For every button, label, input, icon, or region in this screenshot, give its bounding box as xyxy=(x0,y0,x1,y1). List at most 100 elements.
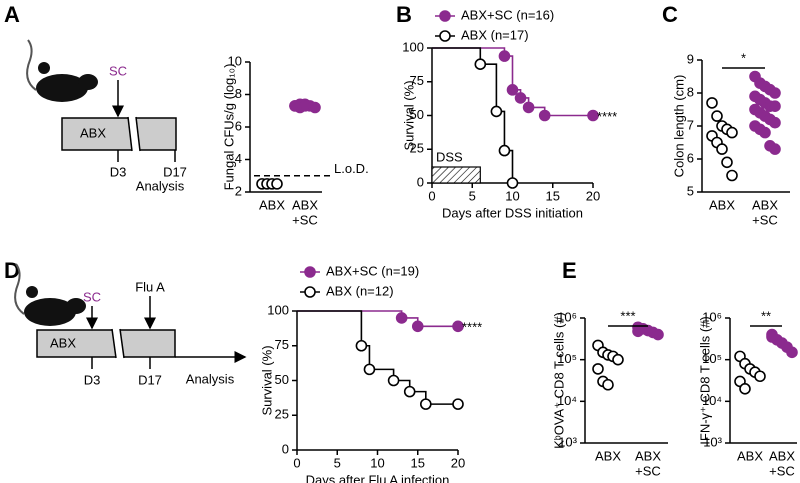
data-point xyxy=(769,143,781,155)
panel-letter: B xyxy=(396,2,412,27)
data-point xyxy=(726,126,738,139)
y-tick-label: 10⁵ xyxy=(557,351,577,366)
data-point xyxy=(769,100,781,112)
data-point xyxy=(739,382,751,395)
y-tick-label: 7 xyxy=(687,117,694,132)
break-line xyxy=(119,328,125,359)
data-point xyxy=(395,312,408,324)
data-point xyxy=(498,144,511,157)
data-point xyxy=(716,143,728,155)
x-tick-label: ABX xyxy=(635,448,661,463)
x-tick-label: 15 xyxy=(411,455,425,470)
significance: **** xyxy=(462,320,482,335)
data-point xyxy=(452,320,464,333)
y-tick-label: 10⁴ xyxy=(557,393,577,408)
y-tick-label: 50 xyxy=(410,107,424,122)
y-tick-label: 25 xyxy=(410,141,424,156)
y-tick-label: 10⁶ xyxy=(557,309,577,324)
data-point xyxy=(474,58,487,70)
y-tick-label: 25 xyxy=(275,407,289,422)
data-point xyxy=(363,363,376,376)
data-point xyxy=(587,109,599,122)
mouse-icon xyxy=(26,39,98,102)
y-tick-label: 6 xyxy=(235,118,242,133)
x-tick-label: 15 xyxy=(546,188,560,203)
x-tick-label: ABX xyxy=(292,197,318,212)
y-tick-label: 10 xyxy=(228,53,242,68)
x-tick-label: 10 xyxy=(505,188,519,203)
reference-label: L.o.D. xyxy=(334,161,369,176)
legend-label: ABX (n=12) xyxy=(326,283,394,298)
panel-letter: A xyxy=(4,2,20,27)
x-tick-label: +SC xyxy=(635,463,661,478)
y-axis-label: Survival (%) xyxy=(401,80,416,150)
day-label: D17 xyxy=(138,372,162,387)
x-tick-label: 5 xyxy=(334,455,341,470)
x-tick-label: ABX xyxy=(259,197,285,212)
legend-label: ABX (n=17) xyxy=(461,27,529,42)
x-tick-label: ABX xyxy=(737,448,763,463)
x-tick-label: 5 xyxy=(469,188,476,203)
x-tick-label: ABX xyxy=(769,448,795,463)
legend-label: ABX+SC (n=19) xyxy=(326,263,419,278)
significance: **** xyxy=(597,109,617,124)
day-label: D17 xyxy=(163,164,187,179)
survival-curve xyxy=(297,310,458,405)
significance: * xyxy=(741,50,746,65)
break-line xyxy=(111,328,117,359)
data-point xyxy=(355,339,368,352)
data-point xyxy=(632,325,644,338)
y-tick-label: 0 xyxy=(282,441,289,456)
y-tick-label: 10³ xyxy=(558,434,577,449)
box-label: ABX xyxy=(50,335,76,350)
break-line xyxy=(127,116,133,152)
data-point xyxy=(514,92,527,104)
data-point xyxy=(759,126,771,139)
y-axis-label: Colon length (cm) xyxy=(671,75,686,178)
x-tick-label: ABX xyxy=(595,448,621,463)
panel-letter: E xyxy=(562,258,577,283)
significance: *** xyxy=(620,308,635,323)
data-point xyxy=(403,385,416,398)
legend-marker xyxy=(439,10,451,22)
data-point xyxy=(498,50,511,62)
y-tick-label: 100 xyxy=(267,302,289,317)
timeline-box xyxy=(36,329,176,358)
shaded-period xyxy=(431,166,481,184)
y-tick-label: 75 xyxy=(275,337,289,352)
y-axis-label: KᵇOVA⁺ CD8 T cells (#) xyxy=(551,312,566,449)
x-axis-label: Days after Flu A infection xyxy=(306,472,450,483)
timeline-box xyxy=(61,117,177,151)
legend-marker xyxy=(304,266,316,278)
legend-marker xyxy=(304,286,316,298)
y-tick-label: 75 xyxy=(410,73,424,88)
y-tick-label: 10⁵ xyxy=(702,351,722,366)
treatment-label: Flu A xyxy=(135,279,165,294)
data-point xyxy=(766,331,778,343)
mouse-icon xyxy=(14,263,86,326)
data-point xyxy=(522,101,535,114)
data-point xyxy=(309,101,321,114)
end-label: Analysis xyxy=(136,178,185,193)
y-tick-label: 4 xyxy=(235,151,242,166)
y-tick-label: 9 xyxy=(687,51,694,66)
break-line xyxy=(135,116,141,152)
data-point xyxy=(612,353,624,366)
data-point xyxy=(769,116,781,129)
x-tick-label: +SC xyxy=(769,463,795,478)
y-tick-label: 8 xyxy=(235,86,242,101)
y-tick-label: 5 xyxy=(687,183,694,198)
y-axis-label: IFN-γ⁺ CD8 T cells (#) xyxy=(697,316,712,444)
data-point xyxy=(711,110,723,122)
data-point xyxy=(754,370,766,383)
data-point xyxy=(706,97,718,109)
data-point xyxy=(602,378,614,391)
y-tick-label: 100 xyxy=(402,39,424,54)
data-point xyxy=(786,346,798,359)
y-axis-label: Survival (%) xyxy=(259,345,274,415)
data-point xyxy=(721,156,733,169)
significance: ** xyxy=(761,308,771,323)
y-tick-label: 10³ xyxy=(703,434,722,449)
data-point xyxy=(452,398,464,410)
